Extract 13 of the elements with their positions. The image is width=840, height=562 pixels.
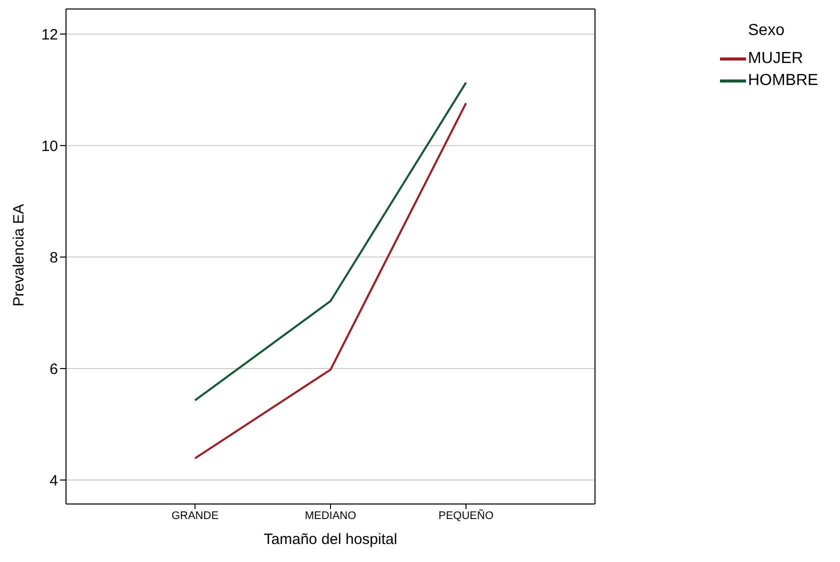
- x-tick-label: MEDIANO: [304, 510, 357, 522]
- x-axis-title: Tamaño del hospital: [264, 531, 398, 548]
- legend-label: MUJER: [748, 50, 804, 68]
- y-tick-label: 12: [41, 26, 58, 44]
- y-tick-label: 8: [50, 249, 58, 266]
- y-axis-title: Prevalencia EA: [10, 204, 28, 306]
- x-tick-label: PEQUEÑO: [438, 508, 494, 522]
- y-tick-label: 6: [50, 360, 58, 378]
- y-tick-label: 4: [50, 472, 58, 490]
- y-tick-label: 10: [41, 138, 58, 155]
- legend-label: HOMBRE: [748, 72, 818, 90]
- x-tick-label: GRANDE: [171, 510, 219, 522]
- legend-title: Sexo: [748, 22, 786, 40]
